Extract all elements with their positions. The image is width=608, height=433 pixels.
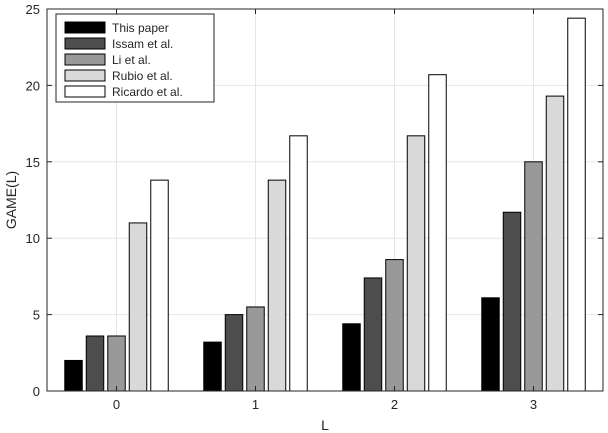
bar xyxy=(502,211,522,392)
legend-label: This paper xyxy=(112,21,169,35)
bar xyxy=(150,179,169,392)
bar xyxy=(64,359,83,392)
legend-swatch xyxy=(64,37,106,50)
y-tick-label: 20 xyxy=(26,78,40,93)
x-axis-label: L xyxy=(321,417,329,433)
y-tick-label: 15 xyxy=(26,155,40,170)
bar xyxy=(385,259,404,392)
bar xyxy=(545,95,565,392)
legend-swatch xyxy=(64,53,106,66)
legend-label: Issam et al. xyxy=(112,37,173,51)
y-tick-label: 10 xyxy=(26,231,40,246)
bar xyxy=(246,306,265,392)
bar xyxy=(289,135,308,392)
legend: This paper Issam et al. Li et al. Rubio et … xyxy=(55,13,215,103)
y-tick-label: 5 xyxy=(33,308,40,323)
legend-label: Li et al. xyxy=(112,53,151,67)
legend-swatch xyxy=(64,21,106,34)
bar xyxy=(524,161,543,392)
bar xyxy=(85,335,105,392)
bar xyxy=(224,314,244,392)
bar xyxy=(481,297,500,392)
legend-label: Ricardo et al. xyxy=(112,85,183,99)
legend-swatch xyxy=(64,85,106,98)
bars-group xyxy=(64,17,586,392)
x-tick-label: 0 xyxy=(113,397,120,412)
bar xyxy=(267,179,287,392)
y-axis-label: GAME(L) xyxy=(3,171,19,229)
legend-swatch xyxy=(64,69,106,82)
bar xyxy=(342,323,361,392)
x-tick-label: 1 xyxy=(252,397,259,412)
bar xyxy=(567,17,586,392)
legend-label: Rubio et al. xyxy=(112,69,173,83)
y-tick-label: 0 xyxy=(33,384,40,399)
bar xyxy=(128,222,148,392)
x-axis-ticks: 0 1 2 3 xyxy=(113,9,537,412)
plot-frame xyxy=(46,8,604,392)
y-axis-ticks: 0 5 10 15 20 25 xyxy=(26,2,603,399)
bar xyxy=(406,135,426,392)
bar xyxy=(107,335,126,392)
bar xyxy=(363,277,383,392)
x-tick-label: 2 xyxy=(391,397,398,412)
x-tick-label: 3 xyxy=(530,397,537,412)
bar xyxy=(428,74,447,392)
y-tick-label: 25 xyxy=(26,2,40,17)
bar xyxy=(203,341,222,392)
